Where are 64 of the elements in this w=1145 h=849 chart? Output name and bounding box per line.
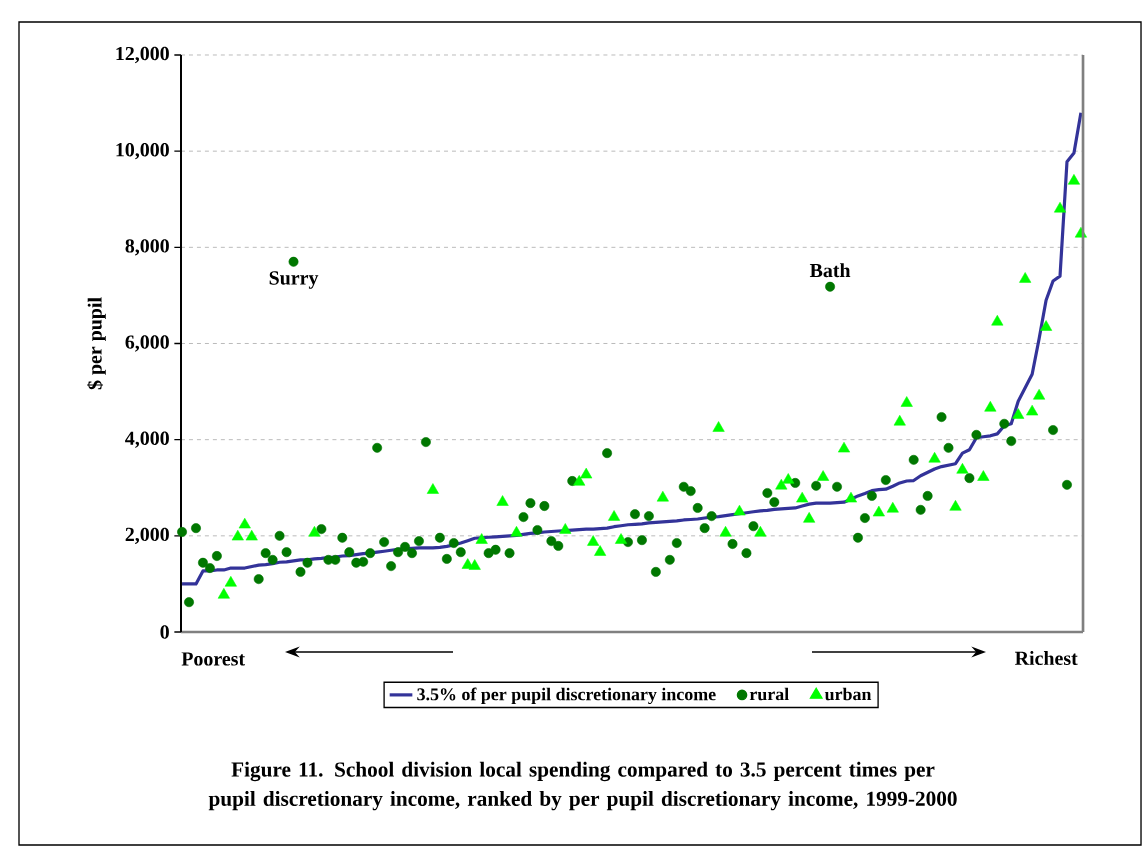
point — [587, 535, 600, 546]
point — [782, 473, 795, 484]
point — [893, 414, 906, 426]
point — [991, 314, 1004, 326]
point — [496, 495, 509, 506]
point — [1033, 389, 1046, 400]
point — [1012, 408, 1025, 419]
point — [733, 504, 746, 516]
point — [594, 545, 607, 556]
point — [900, 396, 913, 407]
text: Richest — [1015, 651, 1078, 665]
y-tick-label: 12,000 — [116, 46, 169, 64]
point — [1040, 320, 1053, 331]
legend-label: rural — [749, 687, 789, 701]
point — [217, 588, 230, 599]
y-tick-label: 0 — [160, 625, 169, 639]
point — [608, 510, 621, 521]
point — [803, 512, 816, 523]
point — [872, 505, 885, 517]
point — [844, 491, 857, 503]
point — [1074, 226, 1087, 238]
point — [615, 533, 628, 544]
point — [956, 463, 969, 474]
point — [475, 533, 488, 544]
point — [984, 401, 997, 412]
y-tick-label: 8,000 — [125, 239, 169, 256]
point — [796, 491, 809, 503]
point — [245, 529, 258, 541]
point — [1067, 174, 1080, 185]
point — [238, 517, 251, 529]
point — [656, 490, 669, 502]
y-axis-title: $ per pupil — [87, 297, 106, 390]
point — [977, 470, 990, 481]
legend-label: urban — [824, 687, 872, 701]
y-tick-label: 4,000 — [125, 431, 169, 448]
y-tick-label: 6,000 — [125, 335, 169, 352]
point — [308, 526, 321, 537]
point — [1019, 272, 1032, 283]
point — [468, 559, 481, 570]
point — [886, 501, 899, 513]
point — [1054, 201, 1067, 213]
point — [817, 470, 830, 481]
point — [426, 483, 439, 494]
point — [224, 576, 237, 587]
annotation: Surry — [269, 271, 319, 289]
point — [949, 500, 962, 511]
text: Poorest — [181, 652, 245, 666]
legend-label: 3.5% of per pupil discretionary income — [417, 687, 716, 705]
point — [510, 526, 523, 537]
y-tick-label: 2,000 — [125, 527, 169, 544]
point — [573, 475, 586, 486]
text: Figure 11. School division local spending compared to 3.5 percent times per pupil discretionary income, ranked by per pupil discretionary income, 1999-2000 — [208, 761, 957, 811]
point — [719, 526, 732, 537]
point — [559, 523, 572, 534]
y-tick-label: 10,000 — [116, 142, 169, 160]
point — [580, 467, 593, 479]
annotation: Bath — [809, 263, 851, 278]
point — [928, 451, 941, 463]
point — [837, 441, 851, 453]
point — [231, 529, 244, 541]
point — [775, 478, 788, 490]
point — [754, 526, 767, 537]
point — [712, 421, 725, 432]
point — [1026, 404, 1039, 416]
